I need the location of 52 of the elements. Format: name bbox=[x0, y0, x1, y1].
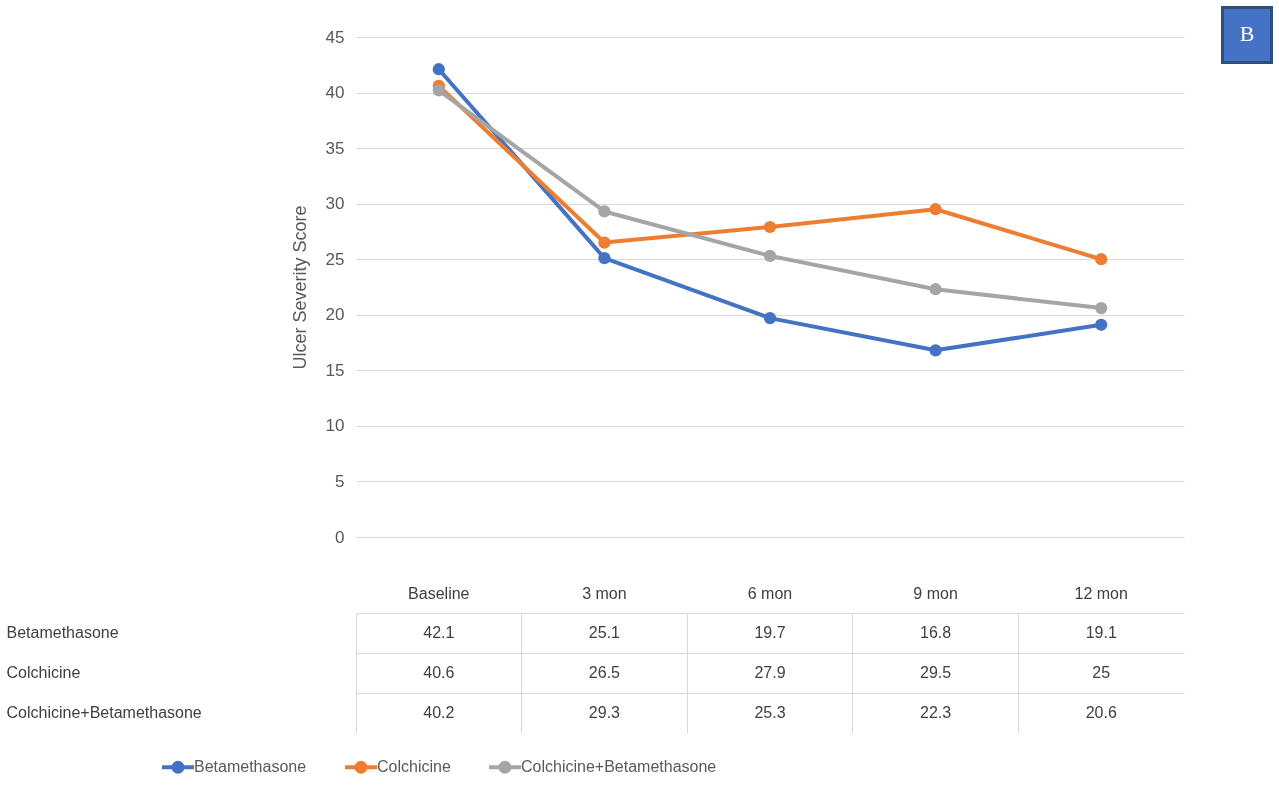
data-label: 20.6 bbox=[1085, 704, 1117, 721]
y-tick-label: 35 bbox=[325, 138, 345, 158]
legend-label: Betamethasone bbox=[194, 758, 307, 776]
text: Colchicine bbox=[6, 664, 81, 681]
point bbox=[598, 236, 611, 249]
x-tick-label: 9 mon bbox=[913, 584, 958, 602]
data-label: 16.8 bbox=[920, 624, 952, 641]
point bbox=[929, 344, 942, 357]
text: Colchicine+Betamethasone bbox=[6, 704, 202, 721]
data-label: 29.5 bbox=[920, 664, 952, 681]
point bbox=[1095, 253, 1108, 266]
data-label: 40.2 bbox=[423, 704, 455, 721]
data-label: 40.6 bbox=[423, 664, 455, 681]
point bbox=[763, 249, 777, 262]
data-label: 19.1 bbox=[1085, 624, 1117, 641]
x-tick-label: 12 mon bbox=[1074, 584, 1128, 602]
x-tick-label: Baseline bbox=[408, 584, 470, 602]
point bbox=[929, 203, 942, 216]
point bbox=[763, 220, 777, 234]
y-axis-title: Ulcer Severity Score bbox=[289, 205, 310, 370]
y-tick-label: 20 bbox=[325, 305, 345, 325]
text: Betamethasone bbox=[6, 624, 119, 641]
point bbox=[1095, 318, 1108, 331]
data-label: 19.7 bbox=[754, 624, 786, 641]
point bbox=[432, 84, 445, 97]
y-tick-label: 5 bbox=[335, 471, 345, 491]
y-tick-label: 10 bbox=[325, 416, 345, 436]
y-tick-label: 30 bbox=[325, 194, 345, 214]
point bbox=[598, 252, 611, 265]
data-label: 25 bbox=[1092, 664, 1111, 681]
data-label: 25.1 bbox=[588, 624, 621, 641]
point bbox=[432, 63, 445, 76]
point bbox=[1095, 302, 1108, 315]
x-tick-label: 3 mon bbox=[582, 584, 627, 602]
legend-label: Colchicine bbox=[377, 758, 451, 776]
point bbox=[929, 283, 942, 296]
point bbox=[598, 205, 611, 218]
x-tick-label: 6 mon bbox=[747, 584, 793, 602]
y-tick-label: 45 bbox=[325, 27, 345, 47]
data-label: 26.5 bbox=[588, 664, 621, 681]
text: B bbox=[1221, 6, 1273, 64]
data-label: 25.3 bbox=[754, 704, 786, 721]
y-tick-label: 15 bbox=[325, 360, 345, 380]
data-label: 42.1 bbox=[423, 624, 455, 641]
y-tick-label: 25 bbox=[325, 249, 345, 269]
y-tick-label: 40 bbox=[325, 83, 345, 103]
y-tick-label: 0 bbox=[335, 527, 345, 547]
data-label: 22.3 bbox=[920, 704, 952, 721]
data-label: 29.3 bbox=[588, 704, 621, 721]
point bbox=[763, 312, 777, 325]
legend-label: Colchicine+Betamethasone bbox=[521, 758, 717, 776]
data-label: 27.9 bbox=[754, 664, 786, 681]
